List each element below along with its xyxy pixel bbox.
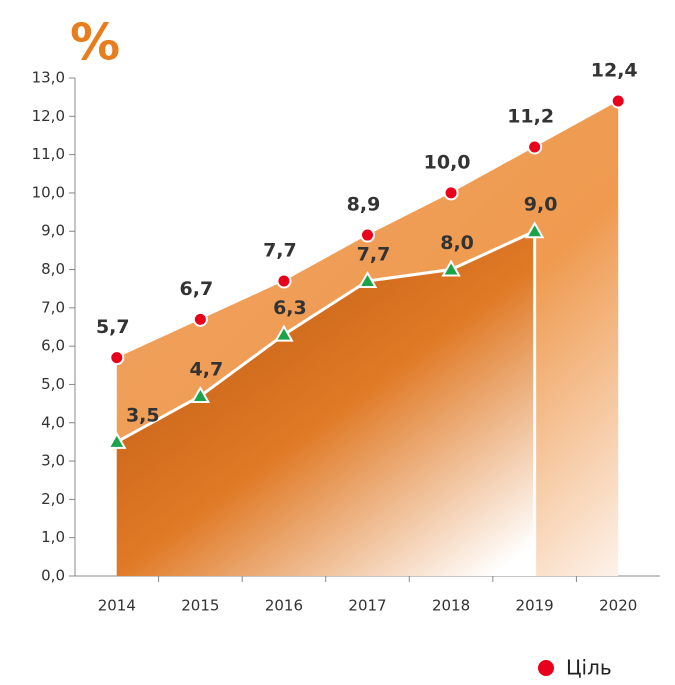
y-tick-label: 9,0 [41,222,65,240]
marker [527,139,543,155]
marker [524,221,545,239]
y-tick-label: 12,0 [32,107,65,125]
data-label: 8,9 [347,194,381,216]
marker [357,271,378,289]
marker [276,273,292,289]
y-tick-label: 4,0 [41,413,65,431]
y-tick-label: 10,0 [32,183,65,201]
x-tick-label: 2014 [98,597,136,615]
y-tick-label: 1,0 [41,528,65,546]
marker [107,431,127,449]
y-tick-label: 0,0 [41,567,65,585]
data-label: 6,3 [273,297,307,319]
data-label: 9,0 [524,194,558,216]
marker [190,385,211,403]
data-label: 10,0 [424,151,471,173]
y-tick-label: 2,0 [41,490,65,508]
y-tick-label: 5,0 [41,375,65,393]
marker [192,311,208,327]
data-label: 7,7 [357,244,391,266]
x-tick-label: 2019 [516,597,554,615]
legend-marker [538,660,554,676]
marker [109,350,125,366]
data-label: 4,7 [190,358,224,380]
marker [360,227,375,243]
x-tick-label: 2020 [599,597,637,615]
data-label: 8,0 [440,232,474,254]
marker [441,259,461,277]
area [116,231,535,576]
x-tick-label: 2017 [348,597,386,615]
x-tick-label: 2015 [181,597,219,615]
marker [443,185,459,201]
y-tick-label: 11,0 [32,145,65,163]
data-label: 11,2 [507,105,554,127]
data-label: 5,7 [96,316,130,338]
legend: Ціль [538,656,612,680]
data-label: 6,7 [180,278,214,300]
y-tick-label: 3,0 [41,452,65,470]
y-tick-label: 7,0 [41,298,65,316]
x-tick-label: 2016 [265,597,303,615]
marker [274,324,294,342]
y-tick-label: 8,0 [41,260,65,278]
data-label: 3,5 [126,404,160,426]
y-tick-label: 13,0 [32,69,65,87]
data-label: 7,7 [263,240,297,262]
x-tick-label: 2018 [432,597,470,615]
chart-title: % [70,14,120,72]
marker [610,93,626,109]
data-label: 12,4 [591,59,638,81]
y-tick-label: 6,0 [41,337,65,355]
legend-label: Ціль [566,656,612,680]
